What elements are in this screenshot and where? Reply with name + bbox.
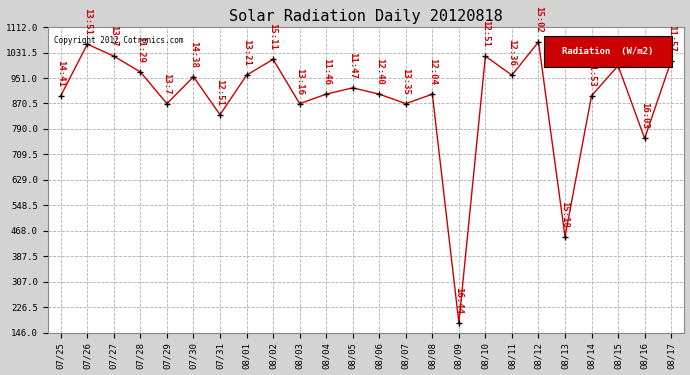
- Text: 13:35: 13:35: [402, 68, 411, 94]
- Title: Solar Radiation Daily 20120818: Solar Radiation Daily 20120818: [229, 9, 503, 24]
- Text: 11:29: 11:29: [136, 36, 145, 63]
- Text: 13:7: 13:7: [162, 73, 171, 94]
- Text: 11:57: 11:57: [667, 25, 676, 52]
- Text: Radiation  (W/m2): Radiation (W/m2): [562, 47, 653, 56]
- Text: 13:7: 13:7: [110, 26, 119, 47]
- Text: 12:36: 12:36: [507, 39, 516, 66]
- Text: 13:21: 13:21: [242, 39, 251, 66]
- Text: 13:51: 13:51: [83, 8, 92, 35]
- Text: 12:51: 12:51: [215, 79, 224, 105]
- Text: 12:40: 12:40: [375, 58, 384, 85]
- Text: 13:16: 13:16: [295, 68, 304, 94]
- Text: 15:02: 15:02: [534, 6, 543, 33]
- Text: 11:46: 11:46: [322, 58, 331, 85]
- Text: 12:04: 12:04: [428, 58, 437, 85]
- Text: 15:18: 15:18: [560, 201, 569, 227]
- FancyBboxPatch shape: [544, 36, 671, 67]
- Text: 15:11: 15:11: [268, 23, 277, 50]
- Text: 12:51: 12:51: [481, 20, 490, 47]
- Text: 11:4: 11:4: [613, 35, 622, 57]
- Text: 16:03: 16:03: [640, 102, 649, 129]
- Text: 14:38: 14:38: [189, 41, 198, 68]
- Text: 14:41: 14:41: [57, 60, 66, 87]
- Text: 11:47: 11:47: [348, 52, 357, 79]
- Text: 16:44: 16:44: [455, 286, 464, 314]
- Text: Copyright 2012 Cotronics.com: Copyright 2012 Cotronics.com: [54, 36, 184, 45]
- Text: 11:53: 11:53: [587, 60, 596, 87]
